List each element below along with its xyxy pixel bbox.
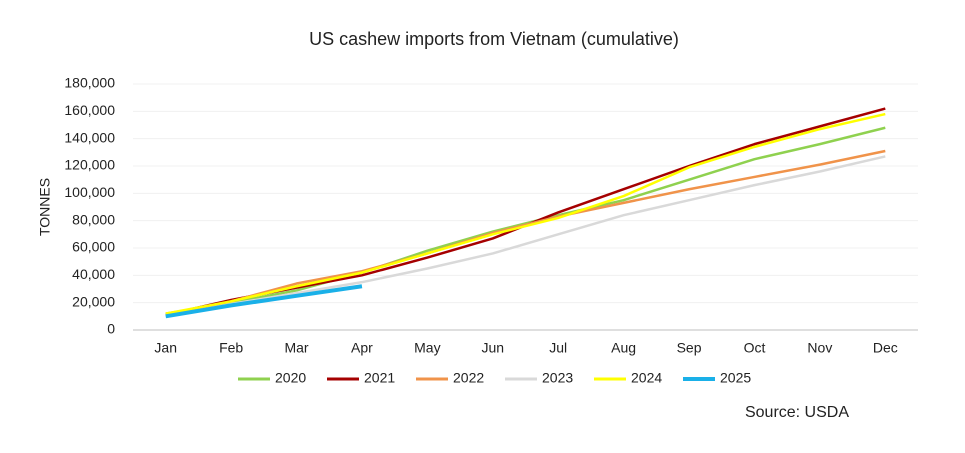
data-line [165,126,886,315]
legend-label: 2023 [542,370,573,386]
y-tick-label: 0 [107,321,115,337]
y-axis-label: TONNES [37,178,53,236]
x-tick-label: Nov [807,340,832,356]
y-tick-label: 100,000 [64,184,115,200]
y-tick-label: 80,000 [72,211,115,227]
legend-label: 2022 [453,370,484,386]
data-line [165,112,886,315]
source: Source: USDA [745,404,849,421]
legend-label: 2024 [631,370,662,386]
x-tick-label: Mar [284,340,308,356]
x-tick-label: Feb [219,340,243,356]
legend-label: 2020 [275,370,306,386]
x-tick-label: Dec [873,340,898,356]
y-tick-label: 180,000 [64,75,115,91]
x-tick-label: May [414,340,440,356]
x-tick-label: Apr [351,340,373,356]
y-tick-label: 140,000 [64,129,115,145]
y-tick-label: 120,000 [64,157,115,173]
y-tick-label: 60,000 [72,239,115,255]
x-tick-label: Jul [549,340,567,356]
y-tick-label: 20,000 [72,293,115,309]
x-tick-label: Jan [154,340,177,356]
data-line [165,149,886,317]
x-tick-label: Aug [611,340,636,356]
x-tick-label: Oct [744,340,766,356]
legend-label: 2025 [720,370,751,386]
chart-title: US cashew imports from Vietnam (cumulati… [309,29,679,49]
y-tick-label: 160,000 [64,102,115,118]
x-tick-label: Sep [677,340,702,356]
legend-label: 2021 [364,370,395,386]
y-tick-label: 40,000 [72,266,115,282]
data-line [165,155,886,318]
data-line [165,284,363,319]
x-tick-label: Jun [482,340,505,356]
